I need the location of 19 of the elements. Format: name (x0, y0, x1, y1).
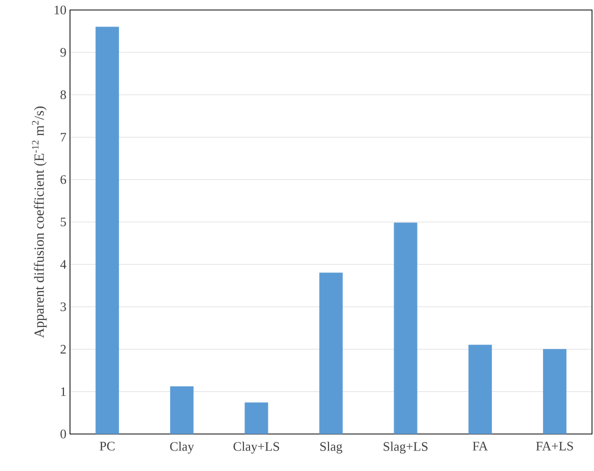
y-tick-label: 4 (60, 260, 66, 269)
y-tick-label: 0 (60, 430, 66, 438)
y-tick-label: 8 (60, 90, 66, 100)
y-tick-label: 2 (60, 344, 66, 354)
y-tick-label: 9 (60, 48, 66, 57)
x-tick-label: Clay (170, 442, 194, 454)
y-tick-label: 3 (60, 302, 66, 312)
x-tick-label: Clay+LS (234, 442, 280, 454)
y-tick-label: 6 (60, 175, 66, 184)
x-tick-label: PC (100, 442, 114, 450)
y-tick-label: 1 (61, 387, 66, 396)
y-tick-label: 10 (54, 6, 66, 14)
x-tick-label: Slag (320, 442, 342, 454)
x-tick-label: Slag+LS (384, 442, 428, 454)
y-tick-label: 7 (60, 132, 66, 142)
x-tick-label: FA (472, 442, 488, 450)
x-tick-label: FA+LS (536, 442, 573, 450)
y-tick-label: 5 (60, 218, 66, 226)
y-axis-title: Apparent diffusion coefficient (E$^{-12}$ m$^{2}$/s) (32, 106, 47, 338)
